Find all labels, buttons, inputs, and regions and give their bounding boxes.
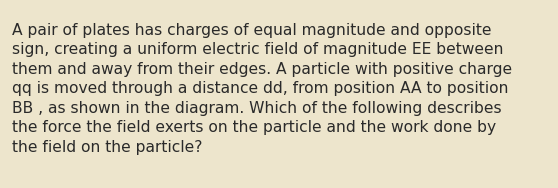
Text: A pair of plates has charges of equal magnitude and opposite
sign, creating a un: A pair of plates has charges of equal ma… (12, 23, 512, 155)
